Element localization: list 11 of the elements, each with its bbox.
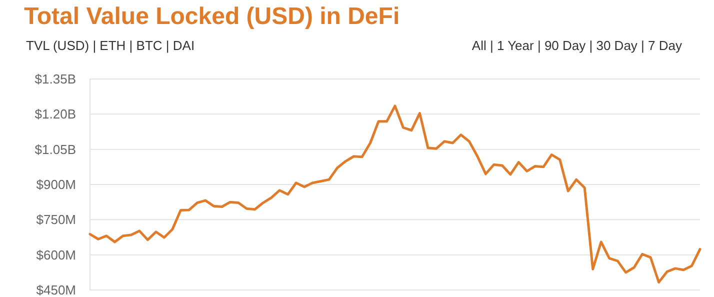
y-tick-label: $1.35B — [34, 72, 76, 87]
y-tick-label: $900M — [36, 177, 76, 192]
text: All | 1 Year | 90 Day | 30 Day | 7 Day — [472, 38, 682, 53]
y-tick-label: $750M — [36, 212, 76, 228]
y-tick-label: $1.20B — [34, 106, 76, 122]
y-tick-label: $1.05B — [34, 142, 76, 157]
line-series — [88, 104, 702, 284]
y-tick-label: $450M — [36, 282, 76, 297]
y-tick-label: $600M — [36, 247, 76, 262]
text: TVL (USD) | ETH | BTC | DAI — [26, 38, 195, 53]
chart-title: Total Value Locked (USD) in DeFi — [24, 3, 400, 30]
